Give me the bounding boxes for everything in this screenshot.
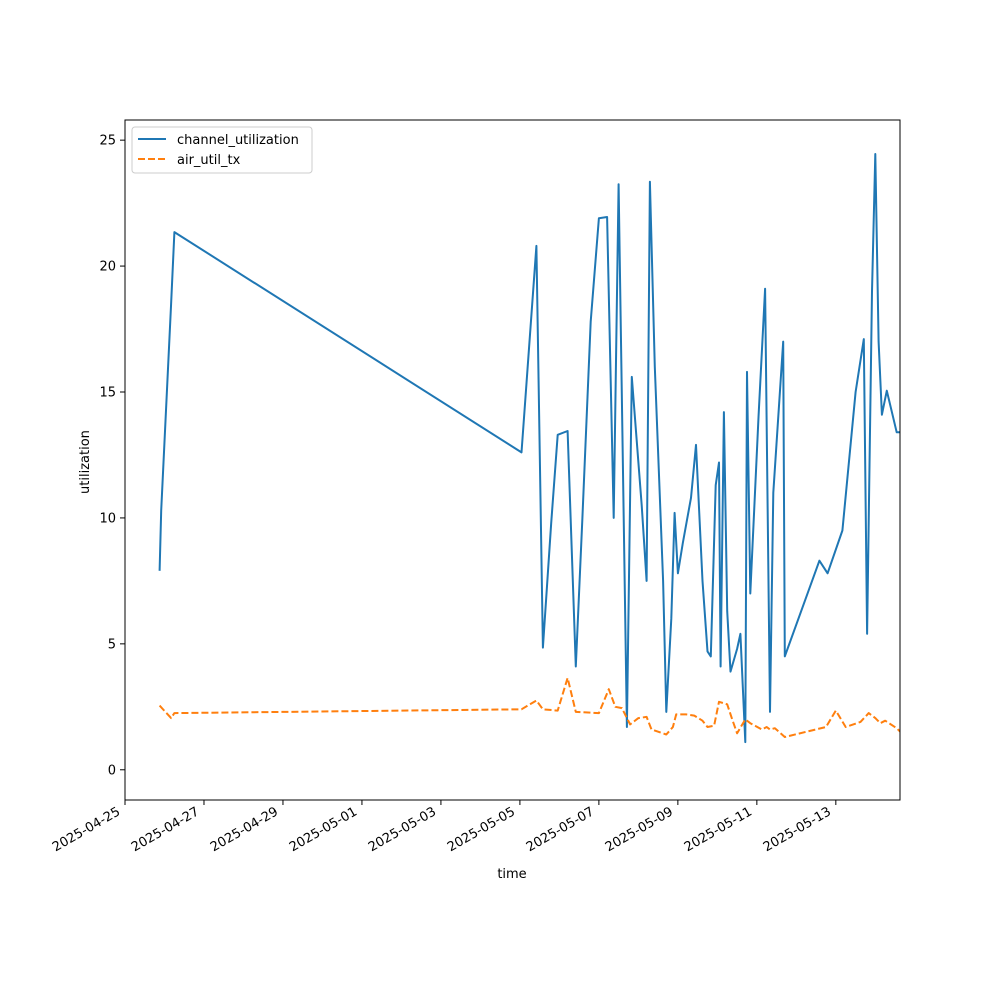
y-axis: 0 5 10 15 20 25 <box>99 134 125 778</box>
plot-frame <box>124 119 901 801</box>
legend-box <box>131 126 313 174</box>
y-tick-label: 0 <box>108 763 116 778</box>
legend-label-channel-utilization: channel_utilization <box>177 133 299 148</box>
y-tick-label: 15 <box>99 386 116 401</box>
y-tick-label: 20 <box>99 260 116 275</box>
y-tick-label: 10 <box>99 511 116 526</box>
legend-label-air-util-tx: air_util_tx <box>177 153 241 168</box>
y-axis-title: utilization <box>78 430 93 494</box>
series-layer <box>158 153 900 744</box>
series-line-channel-utilization <box>158 153 900 744</box>
y-tick-label: 25 <box>99 134 116 149</box>
plot-area <box>124 119 901 801</box>
legend: channel_utilization air_util_tx <box>131 126 313 174</box>
x-axis-title: time <box>497 867 526 882</box>
series-line-air-util-tx <box>158 676 900 738</box>
y-tick-label: 5 <box>108 637 116 652</box>
